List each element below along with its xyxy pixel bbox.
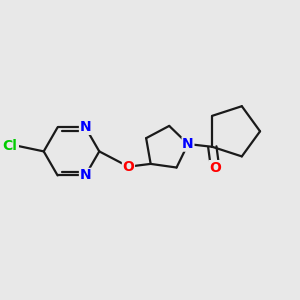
Text: N: N	[182, 137, 194, 151]
Text: Cl: Cl	[2, 139, 17, 153]
Text: O: O	[209, 161, 221, 175]
Text: N: N	[80, 120, 91, 134]
Text: N: N	[80, 168, 91, 182]
Text: O: O	[122, 160, 134, 174]
